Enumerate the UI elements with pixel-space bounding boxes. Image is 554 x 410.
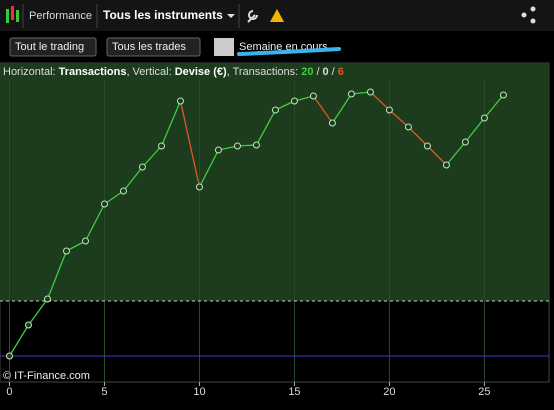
line-segment [388,109,409,128]
x-tick-label: 25 [478,386,490,398]
line-segment [312,95,333,124]
filter-button[interactable] [9,37,97,57]
filter-label: Tous les trades [112,41,186,53]
dropdown-arrow [227,14,235,18]
header-part: 0 [323,66,329,78]
point [442,161,450,169]
header-part: 6 [338,66,344,78]
header-part: 20 [301,66,313,78]
highlight-stroke [237,47,341,56]
instrument-select[interactable]: Tous les instruments [103,8,223,22]
point [480,114,488,122]
line-segment [369,91,390,111]
point [309,92,317,100]
point [423,142,431,150]
point [176,97,184,105]
share-icon [530,18,536,24]
x-tick-label: 15 [288,386,300,398]
header-part: Transactions [59,66,127,78]
line-segment [46,250,68,300]
point [385,106,393,114]
point [347,90,355,98]
point [499,91,507,99]
filter-label: Tout le trading [15,41,84,53]
point [214,146,222,154]
point [461,138,469,146]
line-segment [255,109,277,146]
x-tick-label: 10 [193,386,205,398]
tab[interactable]: Performance [29,10,92,22]
line-segment [483,94,504,119]
icon [6,9,9,23]
positive-zone [0,80,549,301]
point [271,106,279,114]
point [43,295,51,303]
line-segment [66,240,86,252]
settings-icon[interactable] [247,10,258,23]
line-segment [27,298,49,326]
filter-button[interactable] [106,37,201,57]
line-segment [426,145,447,166]
line-segment [179,100,201,188]
point [138,163,146,171]
x-tick-label: 20 [383,386,395,398]
point [157,142,165,150]
header-part: Devise (€) [175,66,227,78]
header-part: / [332,66,336,78]
line-segment [122,166,143,192]
point [100,200,108,208]
point [195,183,203,191]
point [404,123,412,131]
point [328,119,336,127]
line-segment [141,145,162,168]
point [119,187,127,195]
line-segment [331,93,352,124]
watermark: © IT-Finance.com [3,370,90,382]
icon [11,6,14,20]
line-segment [464,117,485,143]
share-icon [530,6,536,12]
line-segment [8,324,30,357]
line-segment [407,126,428,147]
header-part: / [316,66,320,78]
line-segment [160,100,182,147]
header-part: , Transactions: [227,66,299,78]
header-part: , Vertical: [126,66,171,78]
line-segment [198,149,220,188]
point [5,352,13,360]
line-segment [275,100,295,111]
header-part: Horizontal: [3,66,56,78]
line-segment [445,141,466,166]
x-tick-label: 0 [6,386,12,398]
point [81,237,89,245]
point [62,247,70,255]
chart: Horizontal: Transactions, Vertical: Devise… [0,62,550,398]
calendar-icon[interactable] [214,38,234,56]
line-segment [84,203,106,242]
x-tick-label: 5 [101,386,107,398]
header-strip [0,63,549,80]
point [233,142,241,150]
share-icon[interactable] [521,12,527,18]
point [24,321,32,329]
line-segment [104,190,124,205]
warning-icon[interactable] [270,9,284,22]
point [252,141,260,149]
point [290,97,298,105]
icon [16,10,19,22]
chart-header: Horizontal: Transactions, Vertical: Devise… [3,66,344,78]
point [366,88,374,96]
